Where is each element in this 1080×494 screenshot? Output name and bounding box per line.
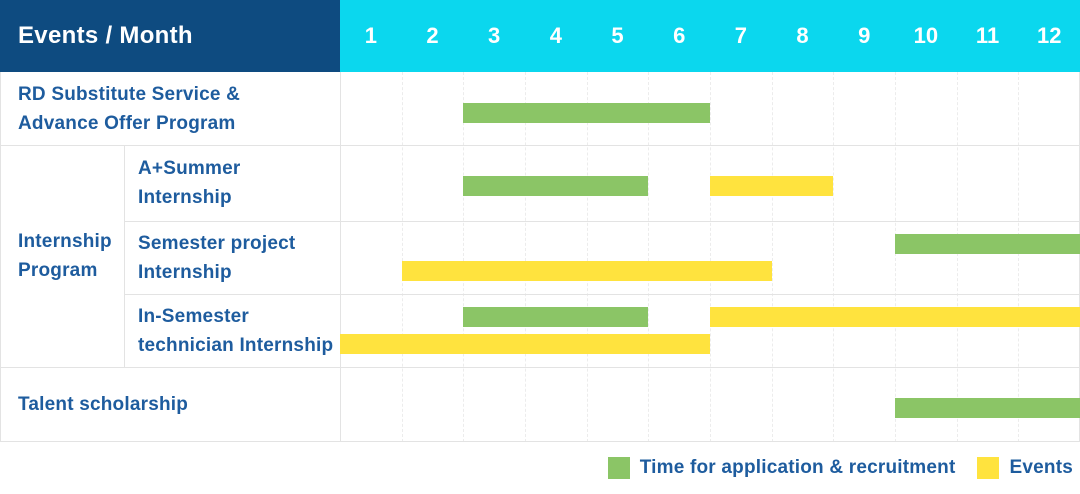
month-gridline xyxy=(895,72,896,442)
month-header-cell: 4 xyxy=(549,23,562,48)
row-label-line: Talent scholarship xyxy=(18,394,189,415)
month-header-row: 1 2 3 4 5 6 7 8 9 10 11 12 xyxy=(340,0,1080,72)
gantt-bar-semester-project-internship-event xyxy=(401,261,772,281)
event-swatch-icon xyxy=(977,457,1000,479)
row-label-line: Advance Offer Program xyxy=(18,112,236,134)
row-divider xyxy=(0,367,1080,368)
legend-label-events: Events xyxy=(1009,457,1073,478)
table-left-border xyxy=(0,72,1,442)
month-gridline xyxy=(463,72,465,442)
month-header-cell: 3 xyxy=(488,23,501,48)
legend: Time for application & recruitment Event… xyxy=(0,442,1073,494)
row-label-line: In-Semester xyxy=(138,305,249,327)
group-label-line: Internship xyxy=(18,231,112,252)
row-divider xyxy=(124,294,1080,295)
row-label-rd-substitute-advance-offer: RD Substitute Service & Advance Offer Pr… xyxy=(0,72,340,145)
group-label-internship-program: Internship Program xyxy=(0,145,124,367)
gantt-bar-talent-scholarship-application xyxy=(895,398,1080,418)
gantt-bar-a-plus-summer-internship-event xyxy=(710,176,834,196)
row-label-a-plus-summer-internship: A+Summer Internship xyxy=(124,145,340,221)
month-gridline xyxy=(710,72,711,442)
row-label-talent-scholarship: Talent scholarship xyxy=(0,367,340,442)
month-gridline xyxy=(1018,72,1020,442)
row-label-line: Semester project xyxy=(138,232,296,254)
corner-header-cell: Events / Month xyxy=(0,0,340,72)
row-label-line: technician Internship xyxy=(138,334,334,356)
legend-item-events: Events xyxy=(977,457,1073,479)
gantt-bar-in-semester-technician-internship-event xyxy=(710,307,1080,327)
month-header-cell: 8 xyxy=(796,23,809,48)
group-label-line: Program xyxy=(18,260,98,281)
row-divider xyxy=(124,221,1080,222)
month-header-cell: 5 xyxy=(611,23,624,48)
row-label-semester-project-internship: Semester project Internship xyxy=(124,221,340,294)
gantt-bar-semester-project-internship-application xyxy=(895,234,1080,254)
legend-label-application: Time for application & recruitment xyxy=(639,457,956,478)
month-header-cell: 1 xyxy=(364,23,377,48)
month-header-cell: 2 xyxy=(426,23,439,48)
gantt-bar-in-semester-technician-internship-event xyxy=(340,334,710,354)
corner-header-label: Events / Month xyxy=(18,22,193,49)
row-label-line: Internship xyxy=(138,261,232,283)
month-header-cell: 9 xyxy=(858,23,871,48)
application-swatch-icon xyxy=(607,457,630,479)
row-label-line: A+Summer xyxy=(138,158,241,179)
month-gridline xyxy=(401,72,403,442)
month-header-cell: 6 xyxy=(673,23,686,48)
gantt-bar-rd-substitute-advance-offer-application xyxy=(463,103,710,123)
row-label-in-semester-technician-internship: In-Semester technician Internship xyxy=(124,294,340,367)
month-gridline xyxy=(771,72,773,442)
month-gridline xyxy=(833,72,835,442)
row-divider xyxy=(0,145,1080,146)
month-gridline xyxy=(525,72,526,442)
group-column-divider xyxy=(124,145,125,367)
month-header-cell: 12 xyxy=(1036,23,1062,48)
row-label-line: Internship xyxy=(138,187,232,208)
month-gridline xyxy=(586,72,588,442)
legend-item-application: Time for application & recruitment xyxy=(607,457,956,479)
label-chart-divider xyxy=(340,72,341,442)
month-header-cell: 7 xyxy=(734,23,747,48)
gantt-bar-in-semester-technician-internship-application xyxy=(463,307,649,327)
month-header-cell: 11 xyxy=(975,23,1000,48)
gantt-bar-a-plus-summer-internship-application xyxy=(463,176,649,196)
row-label-line: RD Substitute Service & xyxy=(18,83,241,105)
table-bottom-border xyxy=(0,441,1080,442)
month-gridline xyxy=(648,72,650,442)
month-header-cell: 10 xyxy=(913,23,939,48)
month-gridline xyxy=(956,72,958,442)
